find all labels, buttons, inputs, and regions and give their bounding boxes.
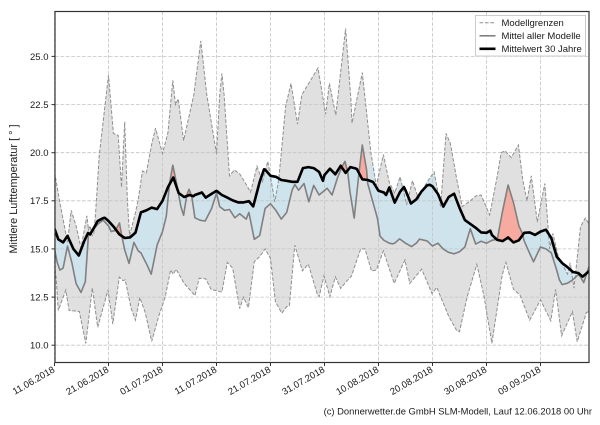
svg-text:Mittel aller Modelle: Mittel aller Modelle [502, 31, 581, 42]
svg-text:12.5: 12.5 [30, 293, 49, 304]
svg-text:(c) Donnerwetter.de GmbH SLM-M: (c) Donnerwetter.de GmbH SLM-Modell, Lau… [324, 406, 592, 417]
svg-text:10.0: 10.0 [30, 341, 49, 352]
svg-text:17.5: 17.5 [30, 196, 49, 207]
svg-text:15.0: 15.0 [30, 244, 49, 255]
svg-text:Modellgrenzen: Modellgrenzen [502, 18, 564, 29]
svg-text:25.0: 25.0 [30, 52, 49, 63]
svg-text:20.0: 20.0 [30, 148, 49, 159]
svg-text:Mittlere Lufttemperatur [ ° ]: Mittlere Lufttemperatur [ ° ] [8, 124, 20, 253]
svg-text:Mittelwert 30 Jahre: Mittelwert 30 Jahre [502, 44, 582, 55]
svg-text:22.5: 22.5 [30, 100, 49, 111]
